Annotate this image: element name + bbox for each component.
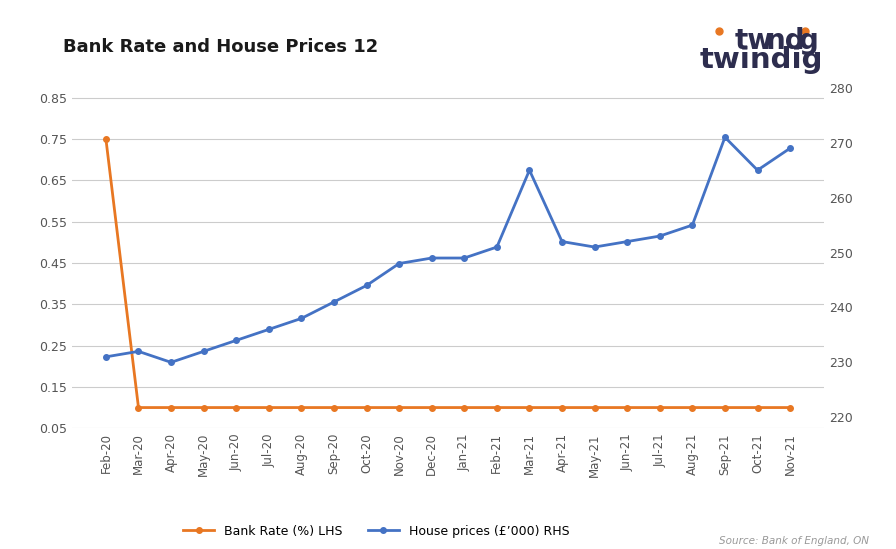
- Bank Rate (%) LHS: [524, 404, 535, 411]
- Bank Rate (%) LHS: [785, 404, 796, 411]
- Text: g: g: [798, 27, 818, 55]
- House prices (£’000) RHS: [100, 354, 111, 360]
- Bank Rate (%) LHS: [329, 404, 340, 411]
- House prices (£’000) RHS: [296, 315, 306, 322]
- House prices (£’000) RHS: [166, 359, 177, 366]
- Legend: Bank Rate (%) LHS, House prices (£’000) RHS: Bank Rate (%) LHS, House prices (£’000) …: [178, 520, 574, 543]
- Bank Rate (%) LHS: [556, 404, 567, 411]
- House prices (£’000) RHS: [459, 255, 470, 261]
- Bank Rate (%) LHS: [687, 404, 698, 411]
- House prices (£’000) RHS: [524, 167, 535, 173]
- Bank Rate (%) LHS: [590, 404, 600, 411]
- House prices (£’000) RHS: [263, 326, 274, 333]
- Bank Rate (%) LHS: [719, 404, 730, 411]
- Bank Rate (%) LHS: [166, 404, 177, 411]
- Bank Rate (%) LHS: [393, 404, 404, 411]
- House prices (£’000) RHS: [393, 260, 404, 267]
- House prices (£’000) RHS: [231, 337, 242, 344]
- House prices (£’000) RHS: [361, 282, 372, 289]
- Bank Rate (%) LHS: [100, 136, 111, 142]
- Text: twindig: twindig: [700, 46, 823, 75]
- House prices (£’000) RHS: [622, 238, 633, 245]
- Bank Rate (%) LHS: [361, 404, 372, 411]
- House prices (£’000) RHS: [198, 348, 209, 355]
- Bank Rate (%) LHS: [198, 404, 209, 411]
- Text: nd: nd: [766, 27, 806, 55]
- House prices (£’000) RHS: [556, 238, 567, 245]
- Bank Rate (%) LHS: [622, 404, 633, 411]
- House prices (£’000) RHS: [719, 134, 730, 141]
- House prices (£’000) RHS: [785, 145, 796, 152]
- Text: Bank Rate and House Prices 12: Bank Rate and House Prices 12: [63, 38, 378, 57]
- Bank Rate (%) LHS: [263, 404, 274, 411]
- Bank Rate (%) LHS: [654, 404, 665, 411]
- Bank Rate (%) LHS: [492, 404, 503, 411]
- House prices (£’000) RHS: [590, 244, 600, 250]
- Bank Rate (%) LHS: [134, 404, 144, 411]
- Text: tw: tw: [735, 27, 773, 55]
- House prices (£’000) RHS: [687, 222, 698, 228]
- Text: Source: Bank of England, ON: Source: Bank of England, ON: [719, 536, 869, 546]
- Bank Rate (%) LHS: [231, 404, 242, 411]
- House prices (£’000) RHS: [492, 244, 503, 250]
- House prices (£’000) RHS: [752, 167, 762, 173]
- Bank Rate (%) LHS: [459, 404, 470, 411]
- House prices (£’000) RHS: [329, 299, 340, 305]
- Bank Rate (%) LHS: [296, 404, 306, 411]
- Line: House prices (£’000) RHS: House prices (£’000) RHS: [103, 135, 793, 365]
- House prices (£’000) RHS: [426, 255, 437, 261]
- Bank Rate (%) LHS: [752, 404, 762, 411]
- Bank Rate (%) LHS: [426, 404, 437, 411]
- House prices (£’000) RHS: [654, 233, 665, 239]
- Line: Bank Rate (%) LHS: Bank Rate (%) LHS: [103, 136, 793, 410]
- House prices (£’000) RHS: [134, 348, 144, 355]
